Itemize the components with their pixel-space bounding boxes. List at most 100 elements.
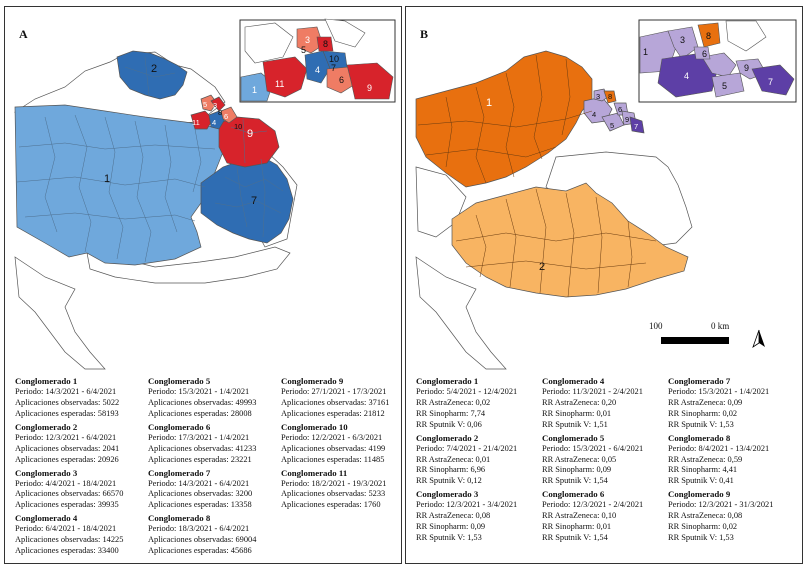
cluster-detail: Periodo: 11/3/2021 - 2/4/2021 [542,386,643,396]
cluster-detail: Periodo: 27/1/2021 - 17/3/2021 [281,386,387,396]
cluster-title: Conglomerado 6 [148,421,211,432]
inset-map-b: 1 3 4 5 6 7 8 9 [638,19,797,103]
map-label-10: 10 [234,122,242,131]
inset-label-7: 7 [331,63,336,73]
inset-map-a: 1 3 4 5 6 7 8 9 10 11 [239,18,396,103]
cluster-detail: Periodo: 12/3/2021 - 2/4/2021 [542,500,644,510]
cluster-detail: Periodo: 4/4/2021 - 18/4/2021 [15,478,117,488]
cluster-entry: Conglomerado 9 Periodo: 27/1/2021 - 17/3/… [281,376,389,420]
cluster-9-region [218,116,280,168]
cluster-6-region [220,106,238,124]
cluster-title: Conglomerado 9 [668,489,731,500]
province-outline [14,256,106,370]
map-label-2: 2 [151,63,157,75]
map-label-6: 6 [618,105,622,114]
legend-col-a2: Conglomerado 5 Periodo: 15/3/2021 - 1/4/2… [148,376,256,559]
map-label-5: 5 [203,100,207,109]
cluster-detail: Periodo: 12/2/2021 - 6/3/2021 [281,432,383,442]
cluster-5-region [200,94,218,112]
cluster-title: Conglomerado 3 [416,489,479,500]
cluster-detail: RR AstraZeneca: 0,01 [416,454,491,464]
cluster-detail: RR Sinopharm: 6,96 [416,465,486,475]
cluster-detail: Periodo: 12/3/2021 - 31/3/2021 [668,500,774,510]
cluster-detail: Periodo: 15/3/2021 - 1/4/2021 [148,386,250,396]
inset-label-1: 1 [252,85,257,95]
legend-col-a1: Conglomerado 1 Periodo: 14/3/2021 - 6/4/2… [15,376,123,559]
district-lines [417,54,657,298]
inset-label-3: 3 [680,35,685,45]
cluster-entry: Conglomerado 6 Periodo: 17/3/2021 - 1/4/2… [148,422,256,466]
cluster-detail: RR AstraZeneca: 0,09 [668,397,743,407]
cluster-entry: Conglomerado 1 Periodo: 14/3/2021 - 6/4/2… [15,376,123,420]
scale-label-right: 0 km [711,321,730,331]
cluster-detail: RR AstraZeneca: 0,08 [668,511,743,521]
north-arrow-icon [752,329,765,348]
cluster-entry: Conglomerado 2 Periodo: 7/4/2021 - 21/4/2… [416,433,517,488]
map-label-9: 9 [625,115,629,124]
cluster-entry: Conglomerado 2 Periodo: 12/3/2021 - 6/4/2… [15,422,123,466]
inset-label-10: 10 [329,54,339,64]
cluster-detail: RR Sputnik V: 0,41 [668,476,734,486]
cluster-detail: RR AstraZeneca: 0,05 [542,454,617,464]
cluster-title: Conglomerado 7 [668,376,731,386]
cluster-title: Conglomerado 7 [148,467,211,478]
map-label-9: 9 [247,128,253,140]
cluster-detail: Aplicaciones esperadas: 58193 [15,408,119,418]
cluster-detail: RR Sinopharm: 0,02 [668,408,738,418]
cluster-detail: RR Sinopharm: 0,01 [542,522,612,532]
cluster-detail: Aplicaciones observadas: 41233 [148,443,257,453]
cluster-detail: Aplicaciones observadas: 14225 [15,535,124,545]
cluster-7-region [629,116,645,134]
cluster-3-region [210,96,226,112]
map-label-2: 2 [539,261,545,273]
legend-b: Conglomerado 1 Periodo: 5/4/2021 - 12/4/2… [416,376,796,562]
inset-label-9: 9 [367,83,372,93]
cluster-detail: Periodo: 15/3/2021 - 6/4/2021 [542,443,644,453]
legend-col-b2: Conglomerado 4 Periodo: 11/3/2021 - 2/4/2… [542,376,643,546]
cluster-title: Conglomerado 3 [15,467,78,478]
cluster-title: Conglomerado 8 [668,432,731,443]
cluster-entry: Conglomerado 4 Periodo: 11/3/2021 - 2/4/2… [542,376,643,431]
cluster-detail: Aplicaciones esperadas: 1760 [281,500,381,510]
cluster-detail: Aplicaciones observadas: 5022 [15,397,120,407]
cluster-entry: Conglomerado 7 Periodo: 14/3/2021 - 6/4/2… [148,468,256,512]
map-label-1: 1 [486,97,492,109]
cluster-detail: Aplicaciones esperadas: 11485 [281,454,385,464]
cluster-entry: Conglomerado 4 Periodo: 6/4/2021 - 18/4/2… [15,513,123,557]
cluster-detail: RR AstraZeneca: 0,08 [416,511,491,521]
cluster-detail: Aplicaciones esperadas: 13358 [148,500,252,510]
map-b: 1 2 3 8 4 6 9 5 7 1 3 [415,19,797,370]
cluster-detail: Aplicaciones esperadas: 28008 [148,408,252,418]
cluster-detail: Periodo: 7/4/2021 - 21/4/2021 [416,443,518,453]
cluster-detail: Periodo: 5/4/2021 - 12/4/2021 [416,386,518,396]
map-label-3: 3 [213,101,217,110]
cluster-entry: Conglomerado 10 Periodo: 12/2/2021 - 6/3/… [281,422,389,466]
cluster-detail: RR Sinopharm: 0,01 [542,408,612,418]
map-label-3: 3 [596,92,600,101]
map-label-4: 4 [212,118,216,127]
cluster-entry: Conglomerado 8 Periodo: 18/3/2021 - 6/4/2… [148,513,256,557]
cluster-detail: RR Sputnik V: 0,06 [416,419,482,429]
cluster-4-region [208,110,226,130]
cluster-detail: Periodo: 14/3/2021 - 6/4/2021 [148,478,250,488]
cluster-entry: Conglomerado 3 Periodo: 4/4/2021 - 18/4/2… [15,468,123,512]
legend-a: Conglomerado 1 Periodo: 14/3/2021 - 6/4/2… [15,376,395,562]
cluster-detail: RR Sputnik V: 1,53 [668,419,734,429]
cluster-detail: Periodo: 17/3/2021 - 1/4/2021 [148,432,250,442]
cluster-detail: RR AstraZeneca: 0,02 [416,397,491,407]
cluster-entry: Conglomerado 3 Periodo: 12/3/2021 - 3/4/2… [416,489,517,544]
cluster-detail: Aplicaciones observadas: 66570 [15,489,124,499]
legend-col-a3: Conglomerado 9 Periodo: 27/1/2021 - 17/3/… [281,376,389,513]
cluster-title: Conglomerado 9 [281,376,344,386]
panel-a: 1 2 7 9 5 3 11 4 6 8 10 [4,6,402,564]
panel-label-a: A [19,27,28,41]
district-lines [16,56,284,263]
panel-label-b: B [420,27,429,41]
cluster-detail: Aplicaciones esperadas: 39935 [15,500,119,510]
cluster-title: Conglomerado 6 [542,489,605,500]
cluster-1-region [14,104,226,266]
cluster-detail: Aplicaciones observadas: 3200 [148,489,253,499]
legend-col-b1: Conglomerado 1 Periodo: 5/4/2021 - 12/4/2… [416,376,517,546]
inset-label-6: 6 [702,49,707,59]
cluster-detail: Aplicaciones observadas: 4199 [281,443,386,453]
